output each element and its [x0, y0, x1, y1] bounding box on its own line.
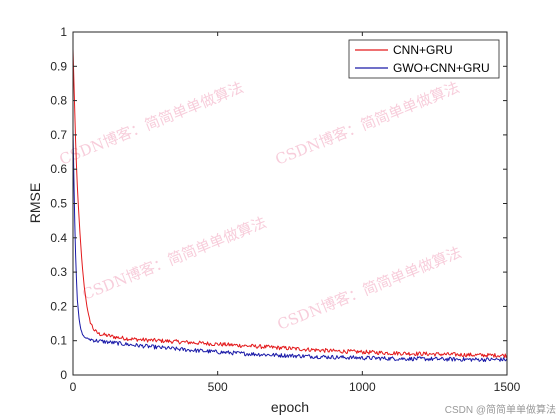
y-tick-label: 0.3	[50, 265, 67, 279]
y-tick-label: 0.8	[50, 94, 67, 108]
y-tick-label: 0.2	[50, 299, 67, 313]
series-layer	[72, 48, 508, 363]
y-axis: 0 0.1 0.2 0.3 0.4 0.5 0.6 0.7 0.8 0.9 1	[50, 25, 507, 382]
legend-box	[348, 39, 500, 79]
y-tick-label: 0.7	[50, 128, 67, 142]
y-tick-label: 0.6	[50, 162, 67, 176]
footer-credit: CSDN @简简单单做算法	[445, 403, 556, 416]
series-line-gwo-cnn-gru	[72, 128, 508, 363]
y-tick-label: 0	[60, 368, 67, 382]
y-tick-label: 1	[60, 25, 67, 39]
series-line-cnn-gru	[72, 48, 508, 358]
x-axis-label: epoch	[271, 399, 309, 415]
y-axis-label: RMSE	[27, 183, 43, 223]
x-tick-label: 1000	[349, 380, 376, 394]
plot-area	[73, 32, 507, 375]
x-tick-label: 1500	[494, 380, 521, 394]
legend-label-cnn-gru: CNN+GRU	[393, 43, 453, 57]
legend-label-gwo-cnn-gru: GWO+CNN+GRU	[393, 61, 490, 75]
y-tick-label: 0.4	[50, 231, 67, 245]
y-tick-label: 0.1	[50, 334, 67, 348]
y-tick-label: 0.9	[50, 59, 67, 73]
x-tick-label: 0	[70, 380, 77, 394]
y-tick-label: 0.5	[50, 197, 67, 211]
x-tick-label: 500	[208, 380, 228, 394]
x-axis: 0 500 1000 1500	[70, 32, 521, 394]
legend: CNN+GRU GWO+CNN+GRU	[348, 39, 500, 79]
